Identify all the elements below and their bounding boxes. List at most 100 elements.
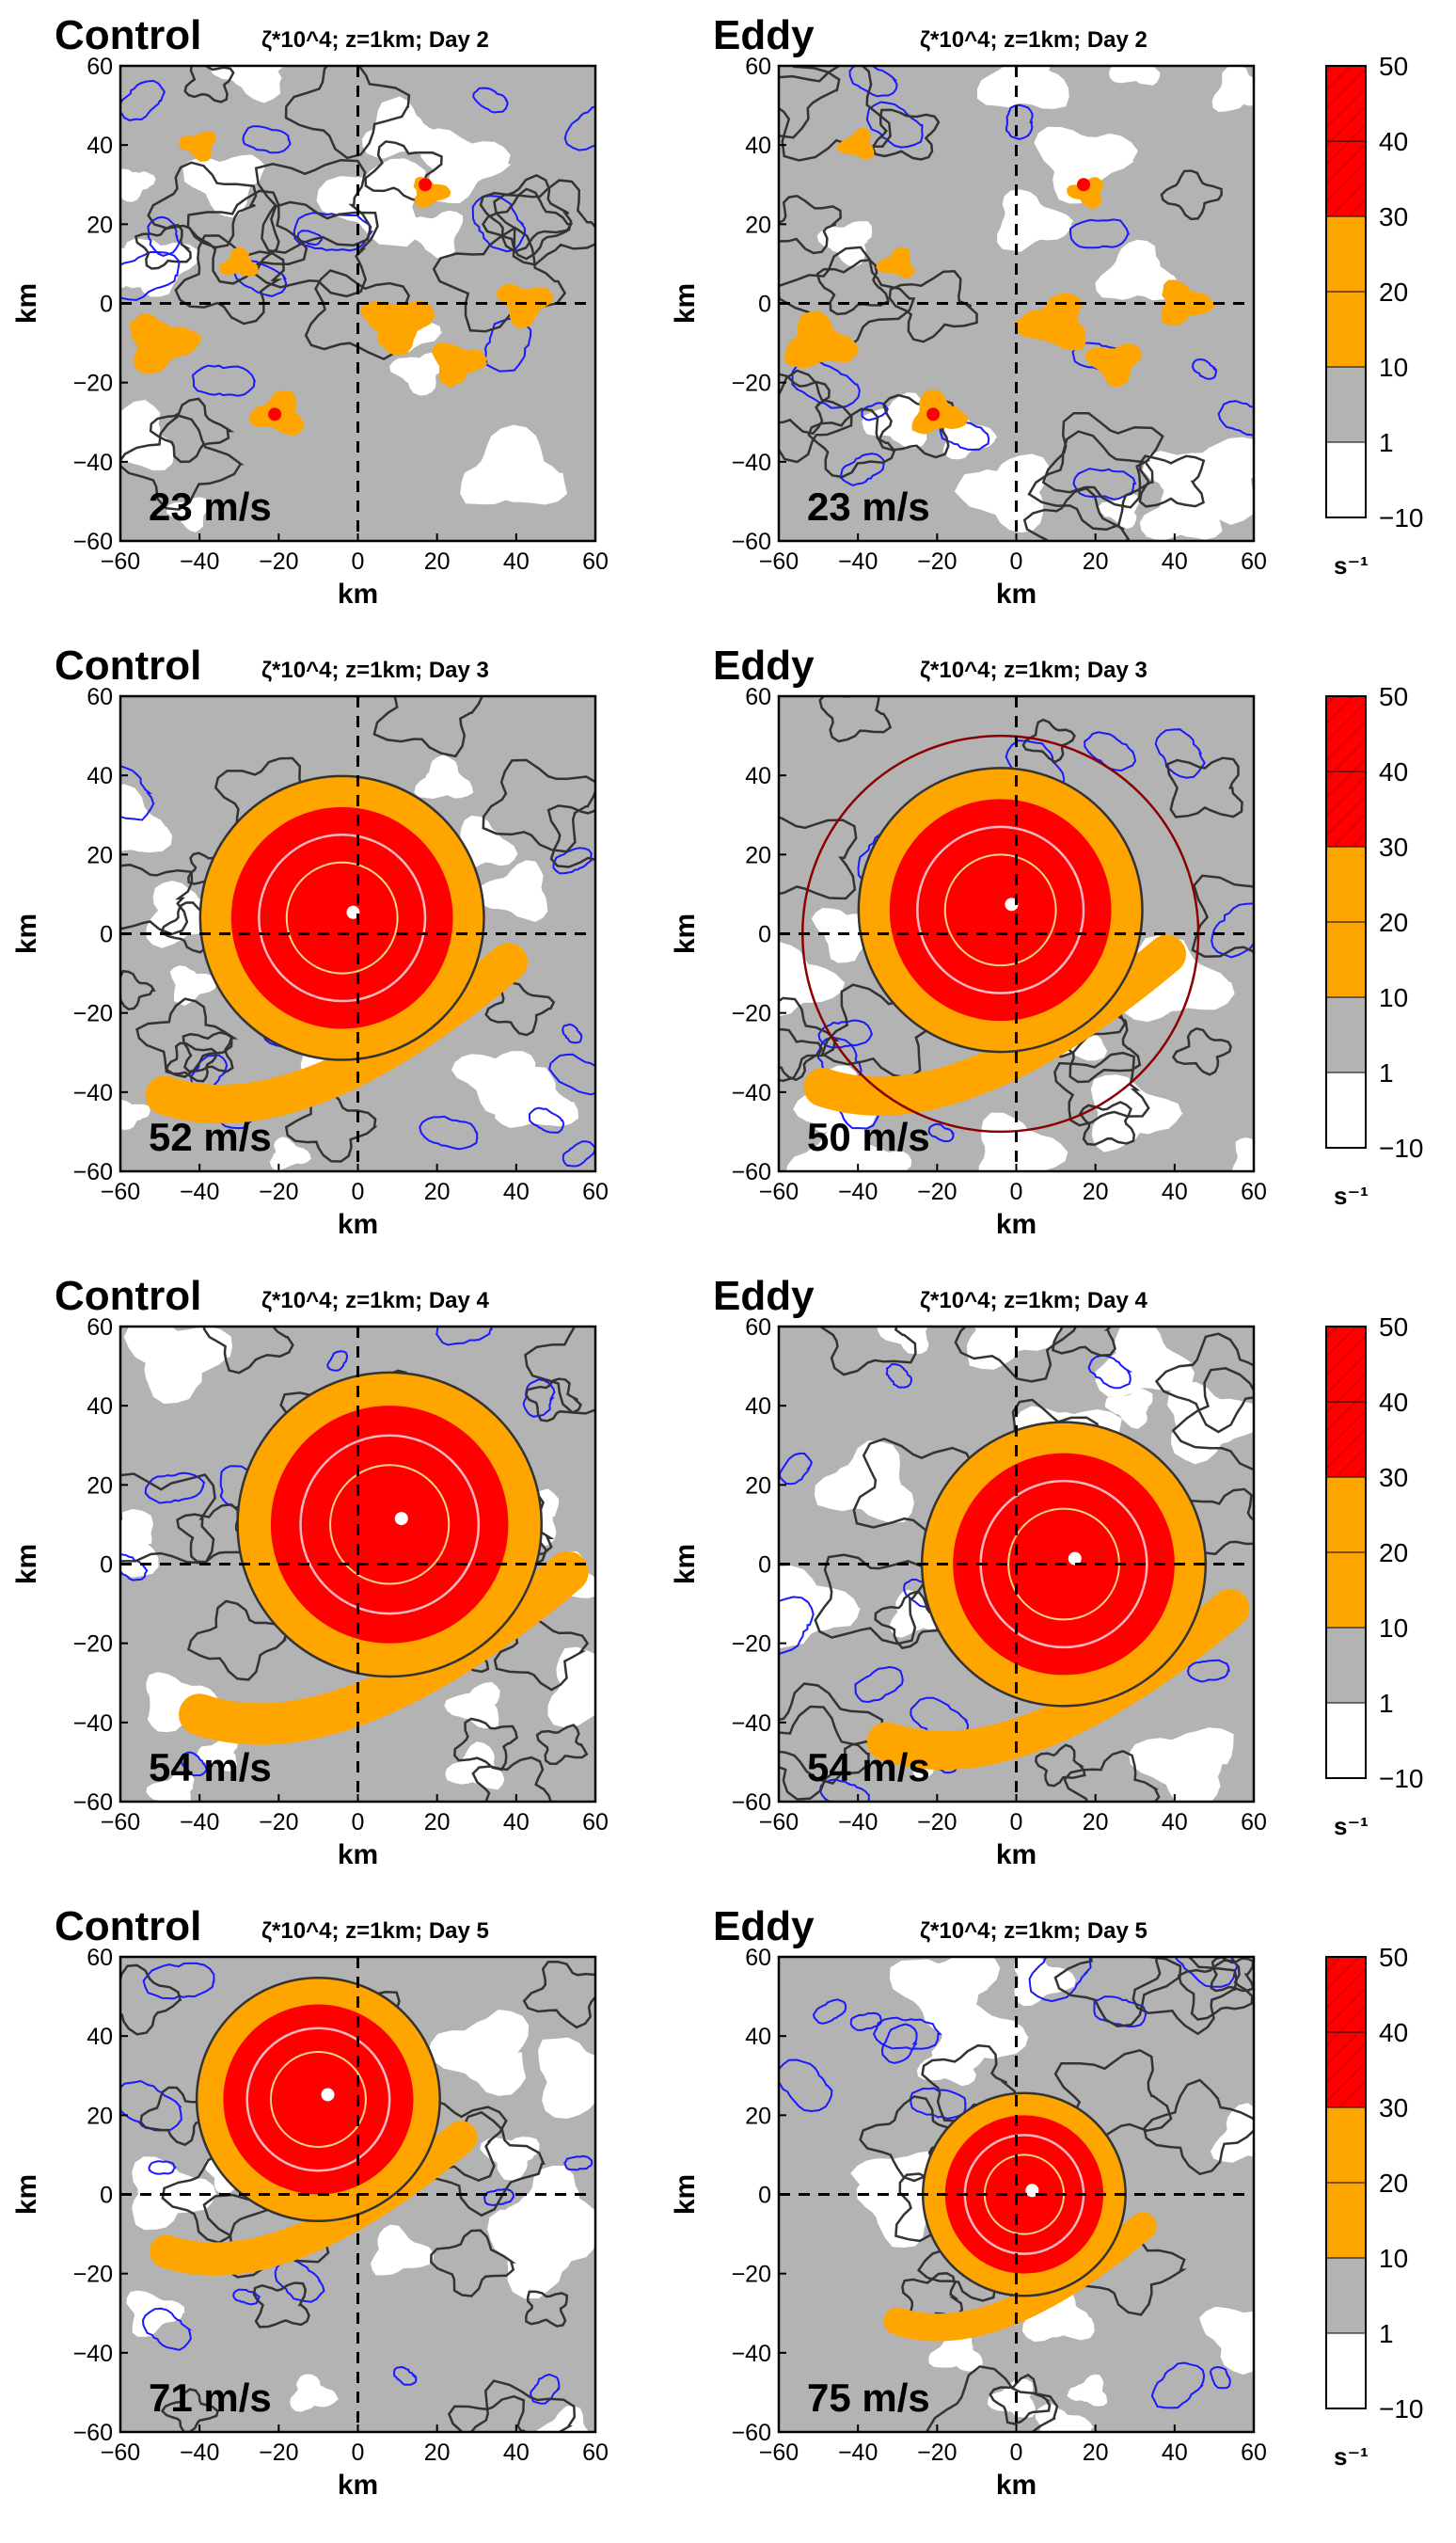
y-tick-label: −20 bbox=[73, 1001, 113, 1027]
colorbar-level: 1 bbox=[1379, 1058, 1394, 1088]
panel-eddy-day-5: −60 −40 −20 0 20 40 60 60 40 20 0 −20 −40 −60 km km Eddy… bbox=[670, 1903, 1267, 2501]
panel-subtitle: ζ*10^4; z=1km; Day 3 bbox=[920, 658, 1147, 683]
x-tick-label: 60 bbox=[582, 2440, 609, 2466]
negative-contour bbox=[1192, 358, 1218, 380]
y-tick-label: 20 bbox=[87, 1472, 113, 1499]
y-tick-label: −60 bbox=[732, 529, 771, 555]
white-region bbox=[814, 1100, 856, 1134]
white-region bbox=[967, 1327, 1062, 1370]
x-tick-label: −20 bbox=[259, 548, 298, 575]
colorbar-unit: s⁻¹ bbox=[1334, 1182, 1369, 1210]
colorbar-band bbox=[1325, 771, 1367, 848]
negative-contour bbox=[1005, 103, 1034, 140]
negative-contour bbox=[562, 1023, 583, 1044]
max-wind-label: 52 m/s bbox=[149, 1115, 272, 1159]
colorbar-level: 40 bbox=[1379, 1388, 1408, 1417]
vorticity-field bbox=[120, 696, 595, 1171]
positive-vorticity-filament bbox=[1067, 177, 1104, 210]
positive-vorticity-filament bbox=[876, 246, 916, 278]
vorticity-max bbox=[268, 407, 282, 421]
panel-eddy-day-2: −60 −40 −20 0 20 40 60 60 40 20 0 −20 −40 −60 km km Eddy… bbox=[670, 12, 1267, 610]
vortex-core bbox=[230, 806, 453, 1029]
y-tick-label: 0 bbox=[758, 922, 771, 948]
contour-line bbox=[252, 2281, 310, 2328]
contour-line bbox=[1022, 486, 1131, 541]
x-tick-label: 60 bbox=[1241, 1809, 1267, 1836]
max-wind-label: 23 m/s bbox=[807, 485, 930, 529]
negative-contour bbox=[1217, 400, 1254, 437]
white-region bbox=[316, 158, 426, 247]
vortex-boundary bbox=[195, 1976, 441, 2223]
negative-contour bbox=[1186, 1659, 1230, 1683]
x-tick-label: −20 bbox=[259, 2440, 298, 2466]
white-region bbox=[1090, 1074, 1183, 1152]
contour-line bbox=[484, 981, 556, 1037]
positive-vorticity-filament bbox=[783, 310, 860, 369]
y-axis-label: km bbox=[11, 283, 42, 324]
contour-line bbox=[469, 2379, 577, 2432]
white-region bbox=[494, 1066, 578, 1128]
contour-line bbox=[149, 397, 235, 464]
colorbar-level: 50 bbox=[1379, 1943, 1408, 1972]
storm-center-marker bbox=[346, 905, 360, 919]
negative-contour bbox=[1154, 728, 1206, 779]
white-region bbox=[1108, 66, 1161, 86]
white-region bbox=[815, 1440, 914, 1523]
contour-line bbox=[779, 1705, 870, 1801]
negative-contour bbox=[142, 1962, 215, 2000]
white-region bbox=[1034, 126, 1138, 204]
contour-line bbox=[546, 804, 595, 868]
panel-title: Control bbox=[55, 1273, 201, 1319]
contour-line bbox=[525, 2290, 568, 2328]
negative-contour bbox=[293, 212, 373, 252]
colorbar-band bbox=[1325, 2182, 1367, 2259]
contour-line bbox=[482, 187, 574, 261]
panel-subtitle: ζ*10^4; z=1km; Day 4 bbox=[261, 1288, 490, 1313]
y-tick-label: −40 bbox=[732, 450, 771, 476]
negative-contour bbox=[779, 1596, 815, 1656]
colorbar-frame bbox=[1325, 65, 1367, 518]
contour-line bbox=[1053, 2048, 1173, 2144]
y-tick-label: 0 bbox=[758, 1552, 771, 1579]
colorbar-row-2: 50 40 30 20 10 1 −10 s⁻¹ bbox=[1325, 682, 1424, 1210]
white-region bbox=[855, 1144, 912, 1171]
colorbar-level: 40 bbox=[1379, 127, 1408, 156]
x-tick-label: 40 bbox=[1162, 548, 1188, 575]
y-tick-label: 60 bbox=[87, 1945, 113, 1971]
negative-contour bbox=[927, 1122, 955, 1143]
white-region bbox=[1095, 1327, 1195, 1397]
y-tick-label: 20 bbox=[745, 842, 771, 868]
white-region bbox=[1098, 493, 1140, 529]
x-axis-label: km bbox=[996, 1839, 1037, 1870]
contour-line bbox=[304, 269, 411, 360]
y-tick-label: −60 bbox=[73, 529, 113, 555]
core-contour bbox=[245, 2026, 391, 2172]
white-region bbox=[976, 66, 1069, 109]
panel-eddy-day-4: −60 −40 −20 0 20 40 60 60 40 20 0 −20 −40 −60 km km Eddy… bbox=[670, 1273, 1267, 1870]
negative-contour bbox=[548, 1053, 595, 1096]
negative-contour bbox=[148, 2160, 178, 2175]
y-tick-label: 60 bbox=[87, 54, 113, 80]
colorbar-level: 20 bbox=[1379, 2169, 1408, 2198]
x-tick-label: 0 bbox=[352, 2440, 365, 2466]
colorbar-band bbox=[1325, 1401, 1367, 1478]
white-region bbox=[536, 2406, 590, 2432]
contour-line bbox=[134, 223, 192, 270]
y-tick-label: −40 bbox=[732, 1710, 771, 1737]
white-region bbox=[269, 1136, 311, 1170]
positive-vorticity-filament bbox=[1161, 279, 1215, 326]
core-contour bbox=[916, 825, 1085, 994]
colorbar-band bbox=[1325, 996, 1367, 1073]
x-tick-label: −20 bbox=[259, 1809, 298, 1836]
negative-contour bbox=[393, 2365, 418, 2386]
colorbar-level: 50 bbox=[1379, 682, 1408, 711]
white-region bbox=[1129, 1727, 1234, 1802]
vortex-core bbox=[270, 1406, 509, 1644]
negative-contour bbox=[563, 105, 595, 151]
y-tick-label: 0 bbox=[100, 2183, 113, 2209]
colorbar-level: 30 bbox=[1379, 2093, 1408, 2122]
white-region bbox=[889, 1957, 1001, 2038]
y-tick-label: −20 bbox=[732, 1001, 771, 1027]
contour-line bbox=[779, 817, 858, 900]
white-region bbox=[427, 2010, 530, 2096]
